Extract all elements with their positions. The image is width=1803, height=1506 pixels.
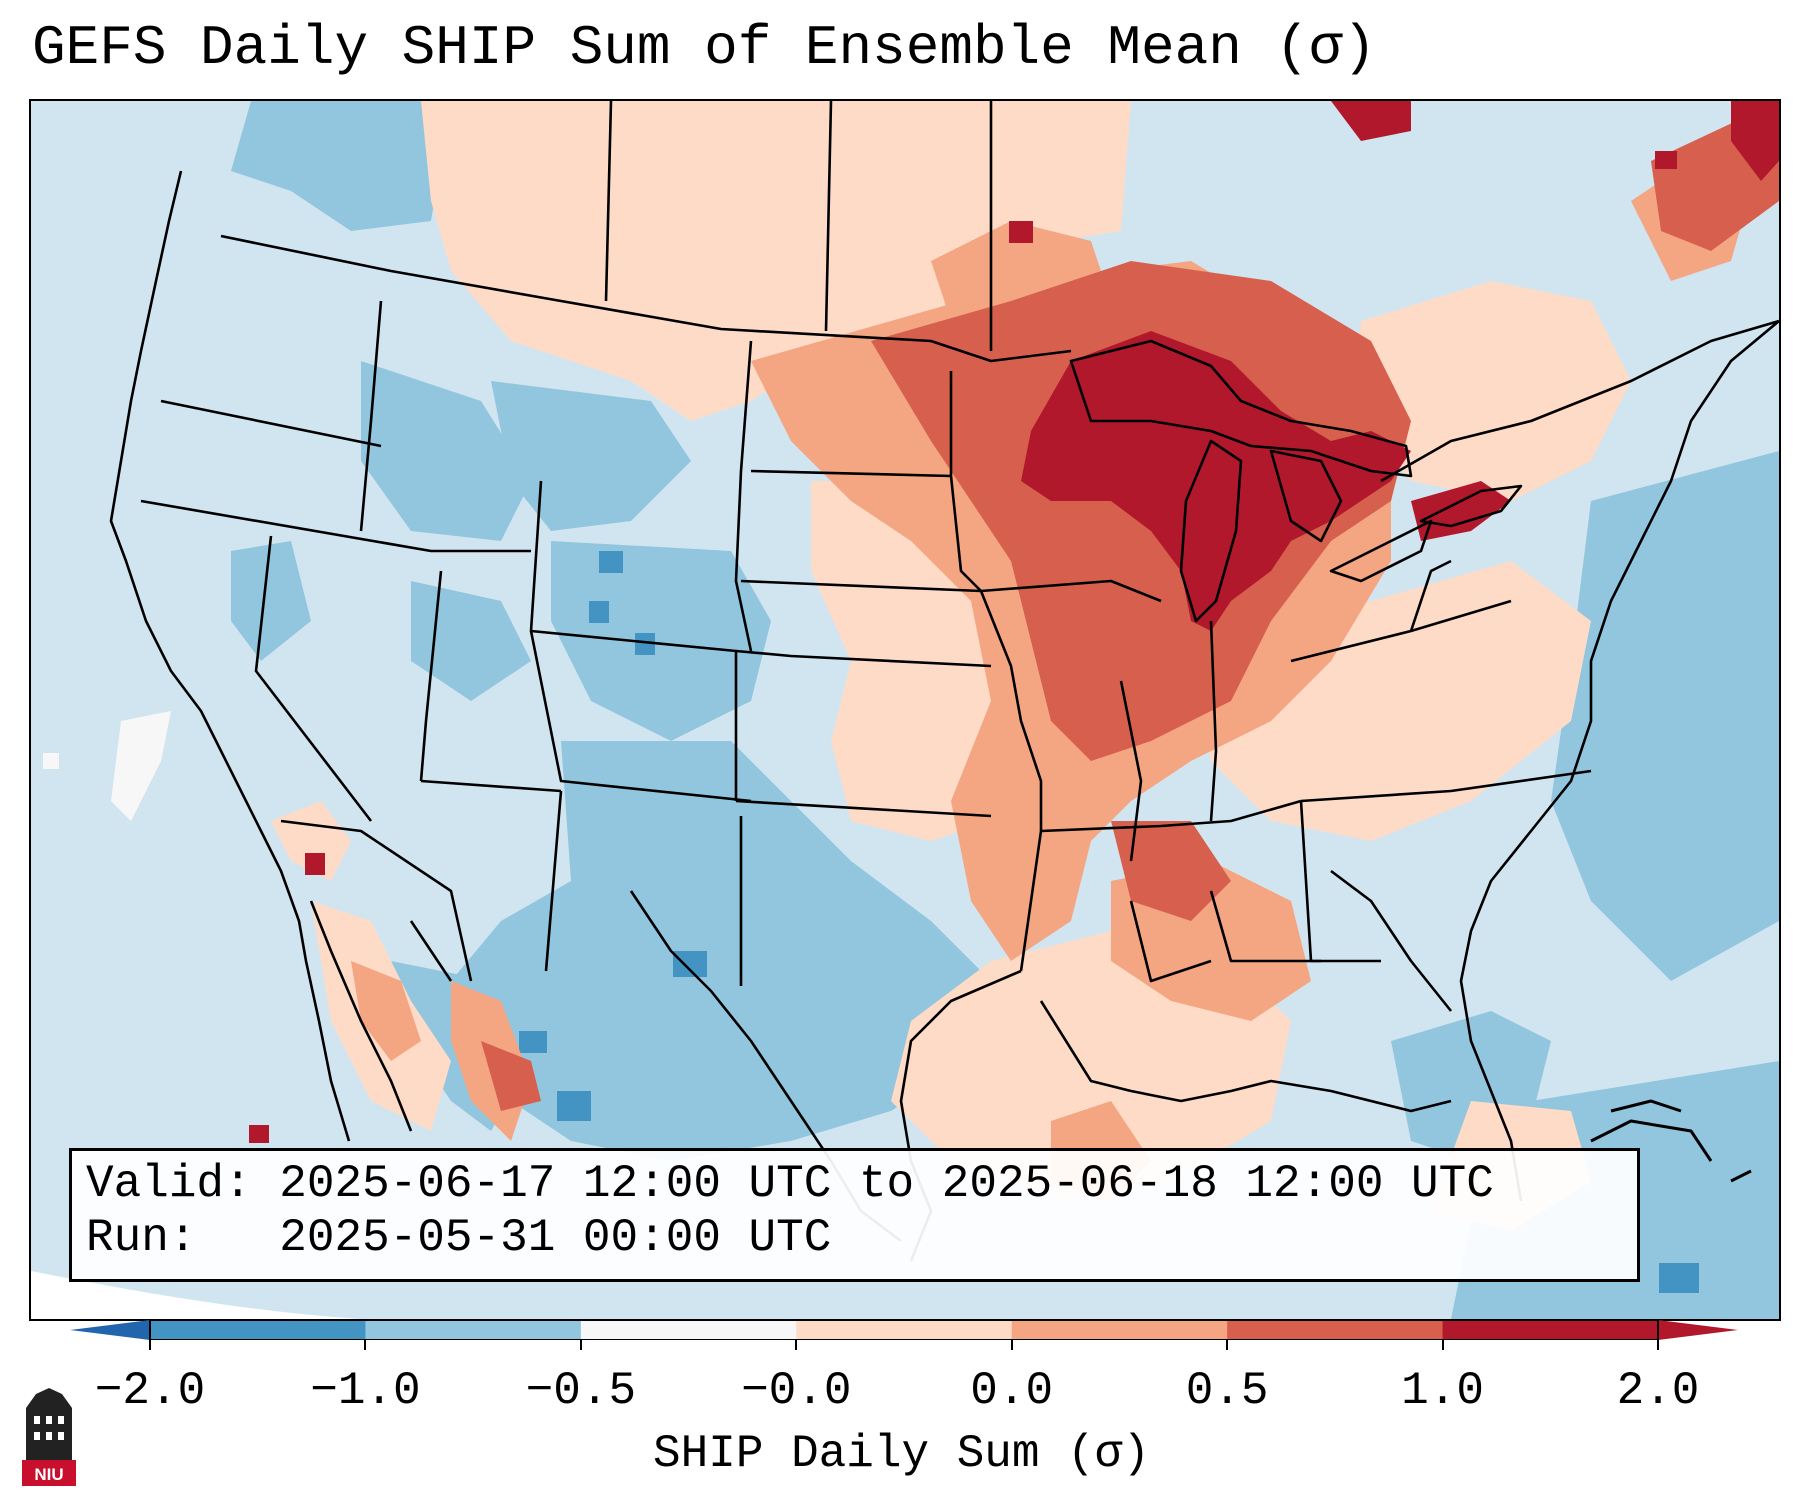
outside-projection [31,1271,361,1319]
colorbar-tick-mark [364,1340,367,1350]
run-value: 2025-05-31 00:00 UTC [279,1212,832,1264]
colorbar-tick-mark [149,1340,151,1350]
run-info-box: Valid: 2025-06-17 12:00 UTC to 2025-06-1… [69,1148,1640,1282]
colorbar-tick-label: −1.0 [310,1365,421,1417]
run-label: Run: [86,1212,197,1264]
colorbar-bin [580,1320,797,1340]
colorbar-tick-label: −2.0 [94,1365,206,1417]
colorbar-bin [1227,1320,1444,1340]
ship-anomaly-map [31,101,1779,1319]
colorbar-bin [1442,1320,1659,1340]
colorbar-tick-label: 0.5 [1185,1365,1269,1417]
valid-time-line: Valid: 2025-06-17 12:00 UTC to 2025-06-1… [86,1159,1494,1210]
run-time-line: Run: 2025-05-31 00:00 UTC [86,1213,831,1264]
valid-value: 2025-06-17 12:00 UTC to 2025-06-18 12:00… [279,1158,1494,1210]
colorbar [70,1320,1738,1340]
colorbar-tick-label: 0.0 [970,1365,1054,1417]
valid-label: Valid: [86,1158,252,1210]
positive-anomaly-extreme [249,101,1779,1143]
colorbar-tick-mark [1441,1340,1444,1350]
colorbar-bin [796,1320,1013,1340]
strong-negative-cells [519,551,1699,1293]
colorbar-tick-label: 2.0 [1616,1365,1700,1417]
colorbar-bin [1011,1320,1228,1340]
colorbar-bin [365,1320,582,1340]
colorbar-outline [149,1320,1659,1340]
colorbar-tick-label: 1.0 [1401,1365,1484,1417]
map-panel: Valid: 2025-06-17 12:00 UTC to 2025-06-1… [29,99,1781,1321]
colorbar-tick-mark [579,1340,582,1350]
colorbar-extend-low [70,1320,150,1340]
near-zero-cells [43,711,171,821]
colorbar-tick-mark [1226,1340,1229,1350]
colorbar-label: SHIP Daily Sum (σ) [653,1428,1150,1480]
logo-text: NIU [34,1465,63,1484]
colorbar-tick-mark [1657,1340,1659,1350]
colorbar-bin [150,1320,366,1340]
map-title: GEFS Daily SHIP Sum of Ensemble Mean (σ) [32,16,1377,80]
niu-logo: NIU [22,1388,76,1486]
colorbar-extend-high [1658,1320,1738,1340]
colorbar-tick-mark [1010,1340,1013,1350]
colorbar-tick-label: −0.0 [741,1365,852,1417]
colorbar-tick-label: −0.5 [525,1365,637,1417]
colorbar-tick-mark [795,1340,798,1350]
